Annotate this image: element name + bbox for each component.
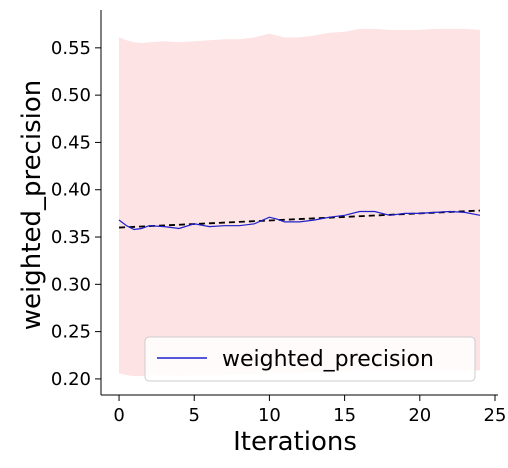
legend-label-weighted-precision: weighted_precision (222, 347, 434, 372)
series-layer (118, 210, 481, 231)
y-tick-label: 0.45 (51, 132, 91, 153)
y-axis-label: weighted_precision (17, 80, 47, 330)
x-tick-label: 15 (333, 405, 356, 426)
x-tick-label: 10 (258, 405, 281, 426)
y-tick-label: 0.55 (51, 38, 91, 59)
x-tick-label: 20 (408, 405, 431, 426)
confidence-band-layer (119, 28, 480, 377)
x-tick-label: 5 (189, 405, 200, 426)
series-line-weighted-precision (118, 210, 481, 231)
y-tick-label: 0.40 (51, 180, 91, 201)
y-axis-ticks: 0.20 0.25 0.30 0.35 0.40 0.45 0.50 0.55 (51, 38, 101, 390)
y-tick-label: 0.30 (51, 274, 91, 295)
legend-box (144, 336, 476, 382)
x-tick-label: 0 (113, 405, 124, 426)
y-tick-label: 0.20 (51, 369, 91, 390)
y-tick-label: 0.35 (51, 227, 91, 248)
confidence-band (119, 28, 480, 377)
x-axis-ticks: 0 5 10 15 20 25 (113, 395, 506, 426)
legend: weighted_precision (144, 336, 476, 382)
y-tick-label: 0.50 (51, 85, 91, 106)
x-axis-label: Iterations (233, 427, 357, 457)
y-tick-label: 0.25 (51, 322, 91, 343)
x-tick-label: 25 (484, 405, 507, 426)
axes (100, 10, 498, 396)
